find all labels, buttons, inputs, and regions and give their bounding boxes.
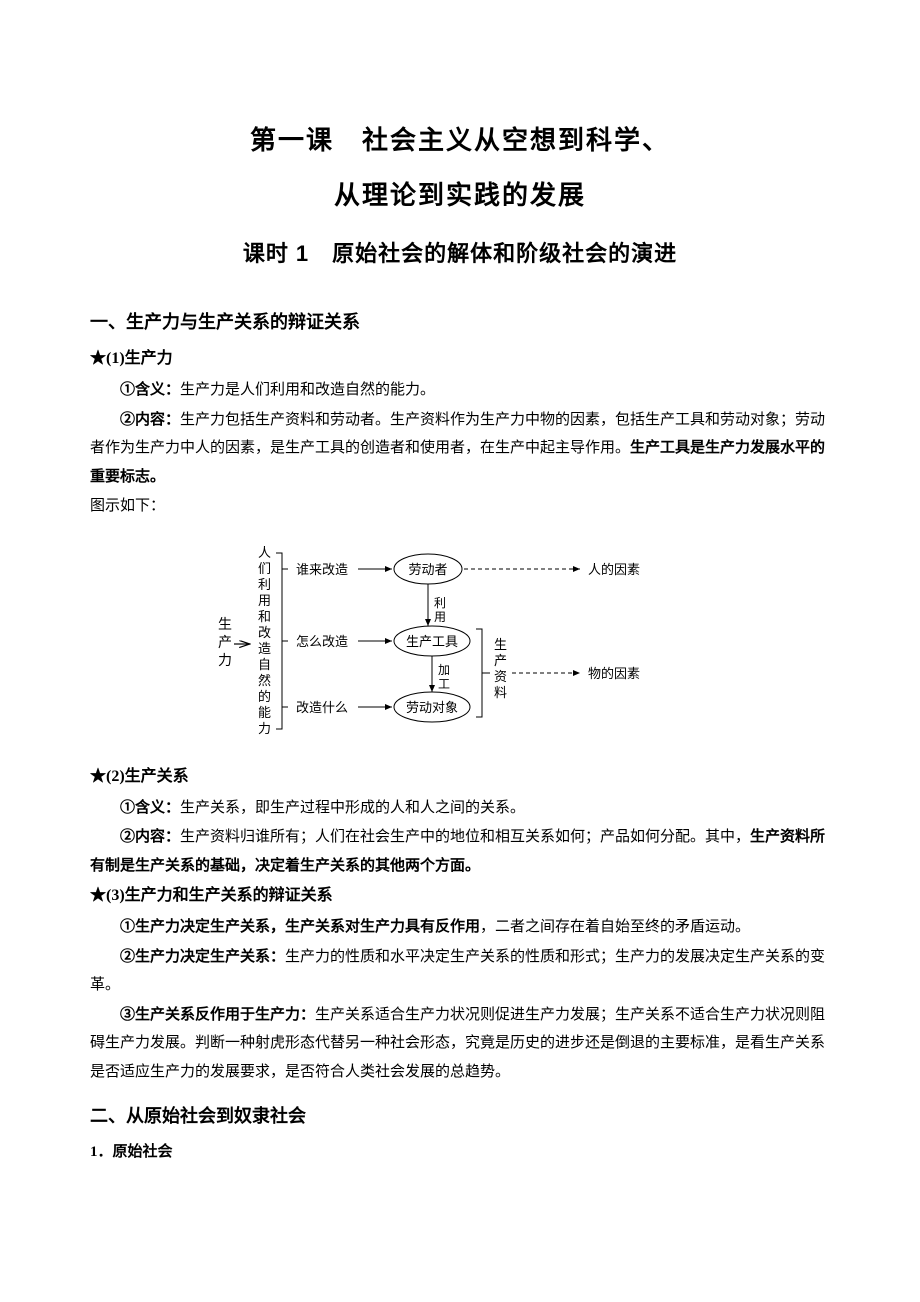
diag-conn1: 利 xyxy=(434,596,446,610)
diag-right2: 物的因素 xyxy=(588,666,640,681)
diag-oval3: 劳动对象 xyxy=(406,700,458,715)
diag-oval2: 生产工具 xyxy=(406,634,458,649)
diag-oval1: 劳动者 xyxy=(408,562,447,577)
svg-text:利: 利 xyxy=(258,577,271,592)
svg-text:用: 用 xyxy=(258,593,271,608)
svg-text:和: 和 xyxy=(258,609,271,624)
svg-text:产: 产 xyxy=(494,653,507,668)
para-2-label: ②内容： xyxy=(120,412,180,428)
svg-text:人: 人 xyxy=(258,545,271,560)
svg-text:然: 然 xyxy=(258,673,271,688)
para-4-text-a: 生产资料归谁所有；人们在社会生产中的地位和相互关系如何；产品如何分配。其中， xyxy=(180,829,750,845)
svg-text:的: 的 xyxy=(258,689,271,704)
star-1-heading: ★(1)生产力 xyxy=(90,344,830,368)
section-2-item-1: 1．原始社会 xyxy=(90,1138,830,1167)
diag-right1: 人的因素 xyxy=(588,562,640,577)
section-2-heading: 二、从原始社会到奴隶社会 xyxy=(90,1102,830,1128)
diag-row2: 怎么改造 xyxy=(296,634,348,649)
diag-row3: 改造什么 xyxy=(296,700,348,715)
diag-conn2: 加 xyxy=(438,663,450,677)
diag-right-bracket-label: 生 产 资 料 xyxy=(494,637,507,700)
diag-row1: 谁来改造 xyxy=(296,562,348,577)
svg-text:生: 生 xyxy=(494,637,507,652)
para-3-label: ①含义： xyxy=(120,800,180,816)
svg-text:改: 改 xyxy=(258,625,271,640)
star-3-heading: ★(3)生产力和生产关系的辩证关系 xyxy=(90,881,830,905)
para-3: ①含义：生产关系，即生产过程中形成的人和人之间的关系。 xyxy=(90,794,830,823)
section-1-heading: 一、生产力与生产关系的辩证关系 xyxy=(90,308,830,334)
diag-conn2b: 工 xyxy=(438,677,450,691)
para-2: ②内容：生产力包括生产资料和劳动者。生产资料作为生产力中物的因素，包括生产工具和… xyxy=(90,406,830,492)
svg-text:料: 料 xyxy=(494,685,507,700)
diagram-caption: 图示如下： xyxy=(90,492,830,521)
para-5-bold: ①生产力决定生产关系，生产关系对生产力具有反作用 xyxy=(120,919,480,935)
para-3-text: 生产关系，即生产过程中形成的人和人之间的关系。 xyxy=(180,800,525,816)
para-1-text: 生产力是人们利用和改造自然的能力。 xyxy=(180,382,435,398)
para-6: ②生产力决定生产关系：生产力的性质和水平决定生产关系的性质和形式；生产力的发展决… xyxy=(90,943,830,1000)
svg-text:力: 力 xyxy=(258,721,271,736)
para-1: ①含义：生产力是人们利用和改造自然的能力。 xyxy=(90,376,830,405)
diag-left-label-3: 力 xyxy=(218,653,232,669)
svg-text:能: 能 xyxy=(258,705,271,720)
diag-vertical-text: 人 们 利 用 和 改 造 自 然 的 能 力 xyxy=(258,545,271,736)
lesson-title: 课时 1 原始社会的解体和阶级社会的演进 xyxy=(90,236,830,268)
productive-forces-diagram: 生 产 力 人 们 利 用 和 改 造 自 然 的 能 力 xyxy=(90,529,830,754)
diag-left-label-2: 产 xyxy=(218,635,232,651)
svg-text:造: 造 xyxy=(258,641,271,656)
svg-text:自: 自 xyxy=(258,657,271,672)
diag-conn1b: 用 xyxy=(434,610,446,624)
para-7: ③生产关系反作用于生产力：生产关系适合生产力状况则促进生产力发展；生产关系不适合… xyxy=(90,1001,830,1087)
para-5-text: ，二者之间存在着自始至终的矛盾运动。 xyxy=(480,919,750,935)
star-2-heading: ★(2)生产关系 xyxy=(90,762,830,786)
diag-left-label: 生 xyxy=(218,617,232,633)
svg-text:资: 资 xyxy=(494,669,507,684)
para-1-label: ①含义： xyxy=(120,382,180,398)
main-title: 第一课 社会主义从空想到科学、 xyxy=(90,120,830,157)
para-5: ①生产力决定生产关系，生产关系对生产力具有反作用，二者之间存在着自始至终的矛盾运… xyxy=(90,913,830,942)
svg-text:们: 们 xyxy=(258,561,271,576)
para-6-label: ②生产力决定生产关系： xyxy=(120,949,285,965)
para-7-label: ③生产关系反作用于生产力： xyxy=(120,1007,315,1023)
sub-title: 从理论到实践的发展 xyxy=(90,175,830,212)
para-4: ②内容：生产资料归谁所有；人们在社会生产中的地位和相互关系如何；产品如何分配。其… xyxy=(90,823,830,880)
para-4-label: ②内容： xyxy=(120,829,180,845)
